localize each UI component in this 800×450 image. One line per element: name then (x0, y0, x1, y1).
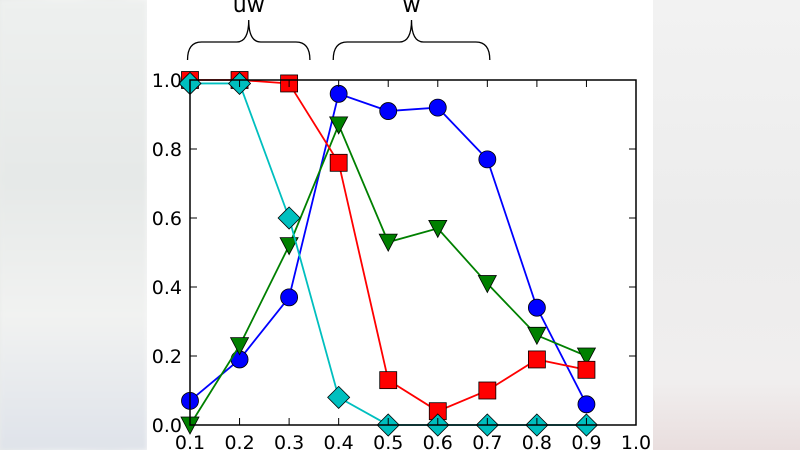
y-tick-label: 0.2 (152, 346, 182, 368)
data-point-square (577, 360, 596, 379)
axis-ticks: 0.1 0.2 0.3 0.4 0.5 0.6 0.7 0.8 0.9 1.0 0.0 0.2 0.4 0… (152, 70, 651, 450)
x-tick-label: 0.8 (522, 432, 552, 450)
data-point-circle (379, 102, 398, 120)
x-tick-label: 0.4 (324, 432, 354, 450)
data-point-circle (577, 395, 596, 414)
series-group (178, 71, 599, 437)
plot-frame (189, 79, 637, 426)
data-point-triangle (428, 219, 448, 239)
blurred-background-left (0, 0, 147, 450)
data-point-square (478, 381, 497, 400)
data-point-circle (527, 298, 546, 317)
data-point-square (329, 153, 348, 172)
y-tick-label: 0.8 (152, 139, 182, 161)
x-tick-label: 0.7 (472, 432, 502, 450)
brace-icon (186, 19, 311, 61)
blurred-background-right (653, 0, 800, 450)
data-point-triangle (576, 347, 597, 366)
x-tick-label: 1.0 (621, 432, 651, 450)
series-triangle-down (180, 116, 597, 435)
data-point-circle (280, 288, 299, 307)
data-point-triangle (527, 326, 547, 346)
data-point-triangle (329, 116, 349, 135)
brace-icon (332, 19, 491, 61)
x-tick-label: 0.6 (423, 432, 453, 450)
y-tick-label: 1.0 (152, 70, 182, 92)
annotation-label: uw (233, 0, 265, 18)
x-tick-label: 0.1 (175, 432, 205, 450)
x-tick-label: 0.2 (224, 432, 254, 450)
data-point-triangle (229, 337, 250, 356)
data-point-square (527, 350, 546, 369)
y-tick-label: 0.4 (152, 277, 182, 299)
data-point-triangle (378, 233, 398, 253)
x-tick-label: 0.5 (373, 432, 403, 450)
data-point-square (379, 371, 398, 390)
annotation-label: w (403, 0, 421, 18)
x-tick-label: 0.9 (571, 432, 601, 450)
y-tick-label: 0.6 (152, 208, 182, 230)
data-point-circle (428, 98, 447, 117)
data-point-diamond (277, 206, 301, 230)
x-tick-label: 0.3 (274, 432, 304, 450)
brace-annotations: uw w (186, 0, 491, 61)
data-point-circle (329, 84, 348, 103)
data-point-triangle (477, 275, 497, 294)
data-point-circle (478, 150, 497, 169)
data-point-triangle (279, 237, 299, 256)
data-point-diamond (327, 385, 351, 409)
y-tick-label: 0.0 (152, 415, 182, 437)
